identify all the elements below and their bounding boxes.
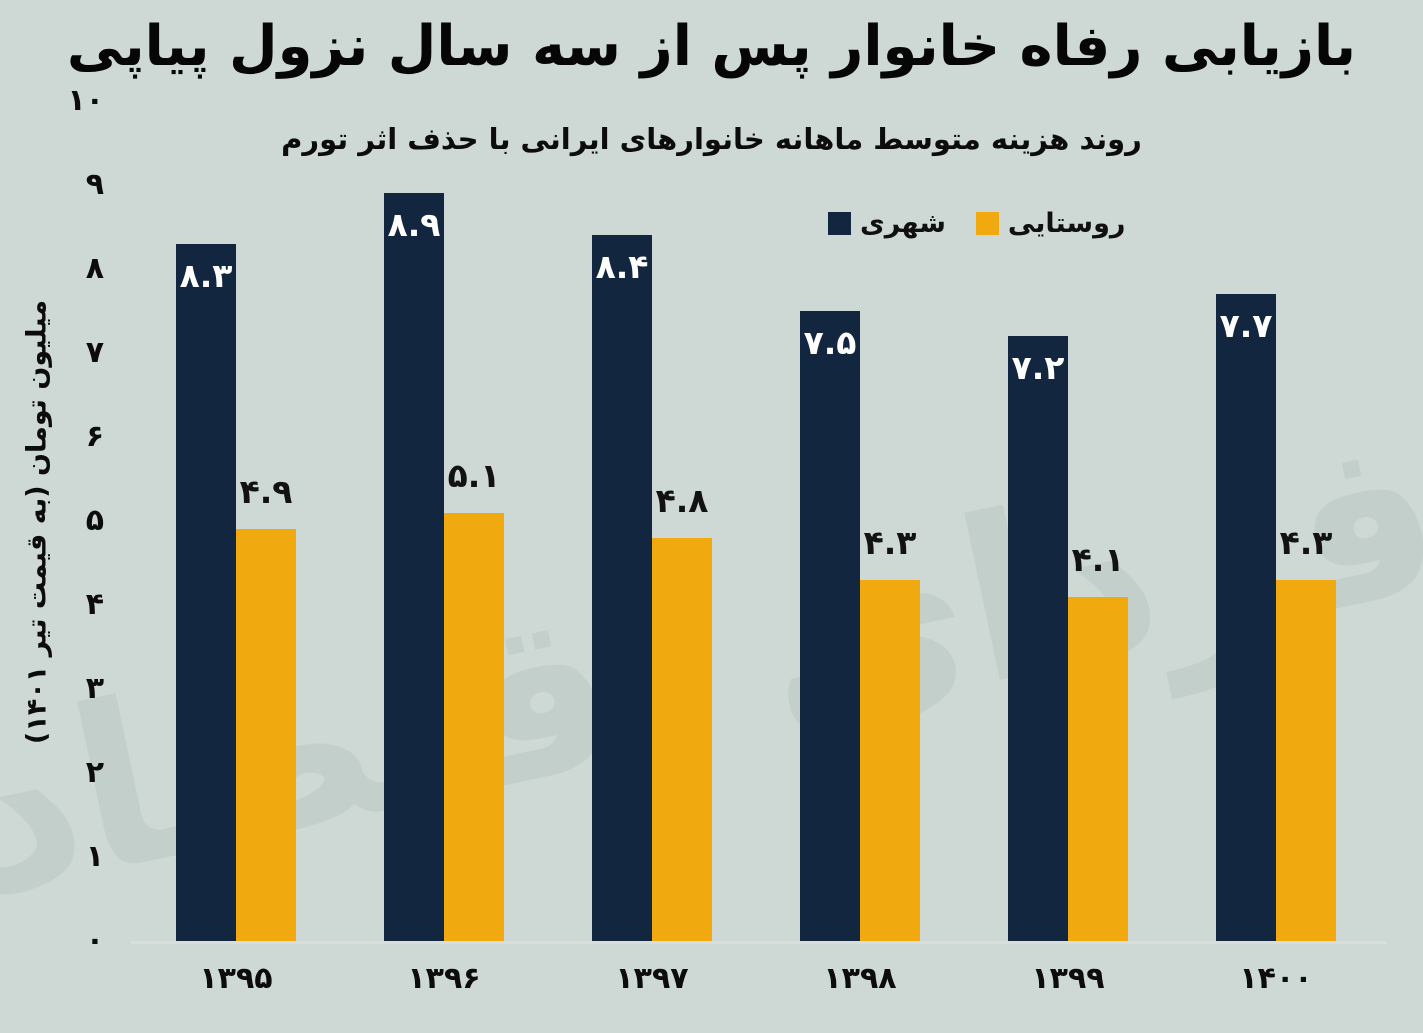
bar-value-label: ۷.۵	[803, 323, 857, 362]
bar-urban-2	[592, 235, 652, 941]
bar-value-label: ۸.۴	[595, 247, 649, 287]
y-tick-label: ۶	[85, 419, 104, 454]
bar-rural-2	[652, 537, 712, 941]
bar-value-label: ۴.۹	[239, 472, 293, 512]
x-tick-label: ۱۳۹۶	[407, 961, 481, 996]
bar-value-label: ۷.۲	[1011, 348, 1065, 388]
bar-rural-0	[236, 529, 296, 941]
bar-urban-0	[176, 243, 236, 941]
y-tick-label: ۲	[85, 755, 104, 790]
bar-urban-4	[1008, 336, 1068, 941]
y-tick-label: ۱۰	[67, 83, 104, 118]
x-tick-label: ۱۳۹۷	[615, 961, 689, 996]
y-tick-label: ۸	[85, 251, 104, 286]
bar-value-label: ۴.۱	[1071, 539, 1125, 579]
y-tick-label: ۳	[85, 671, 104, 706]
y-tick-label: ۷	[85, 335, 104, 370]
x-tick-label: ۱۳۹۵	[199, 961, 273, 996]
x-axis-baseline	[131, 941, 1387, 944]
bar-rural-3	[860, 579, 920, 941]
bar-urban-3	[800, 311, 860, 941]
bar-value-label: ۴.۸	[655, 480, 709, 520]
bar-value-label: ۷.۷	[1219, 306, 1273, 346]
bar-value-label: ۵.۱	[447, 455, 501, 495]
chart-subtitle: روند هزینه متوسط ماهانه خانوارهای ایرانی…	[281, 122, 1142, 156]
y-tick-label: ۵	[85, 503, 104, 538]
bar-urban-5	[1216, 294, 1276, 941]
bar-value-label: ۴.۳	[1279, 522, 1333, 562]
x-tick-label: ۱۳۹۹	[1031, 961, 1105, 996]
bar-value-label: ۴.۳	[863, 522, 917, 562]
chart-title: بازیابی رفاه خانوار پس از سه سال نزول پی…	[66, 14, 1357, 79]
y-tick-label: ۴	[85, 587, 104, 622]
bar-urban-1	[384, 193, 444, 941]
x-tick-label: ۱۴۰۰	[1239, 961, 1313, 996]
y-tick-label: ۰	[85, 923, 104, 958]
legend-label-rural: روستایی	[1007, 208, 1126, 239]
legend-swatch-rural	[975, 212, 999, 235]
y-tick-label: ۱	[85, 839, 104, 874]
legend-swatch-urban	[828, 212, 851, 235]
bar-rural-1	[444, 512, 504, 941]
bar-value-label: ۸.۹	[387, 205, 441, 245]
bar-rural-5	[1276, 579, 1336, 941]
y-tick-label: ۹	[85, 167, 104, 202]
bar-rural-4	[1068, 596, 1128, 941]
x-tick-label: ۱۳۹۸	[823, 961, 897, 996]
bar-value-label: ۸.۳	[179, 255, 233, 295]
legend-label-urban: شهری	[860, 208, 946, 239]
legend: شهری روستایی	[828, 208, 1125, 239]
